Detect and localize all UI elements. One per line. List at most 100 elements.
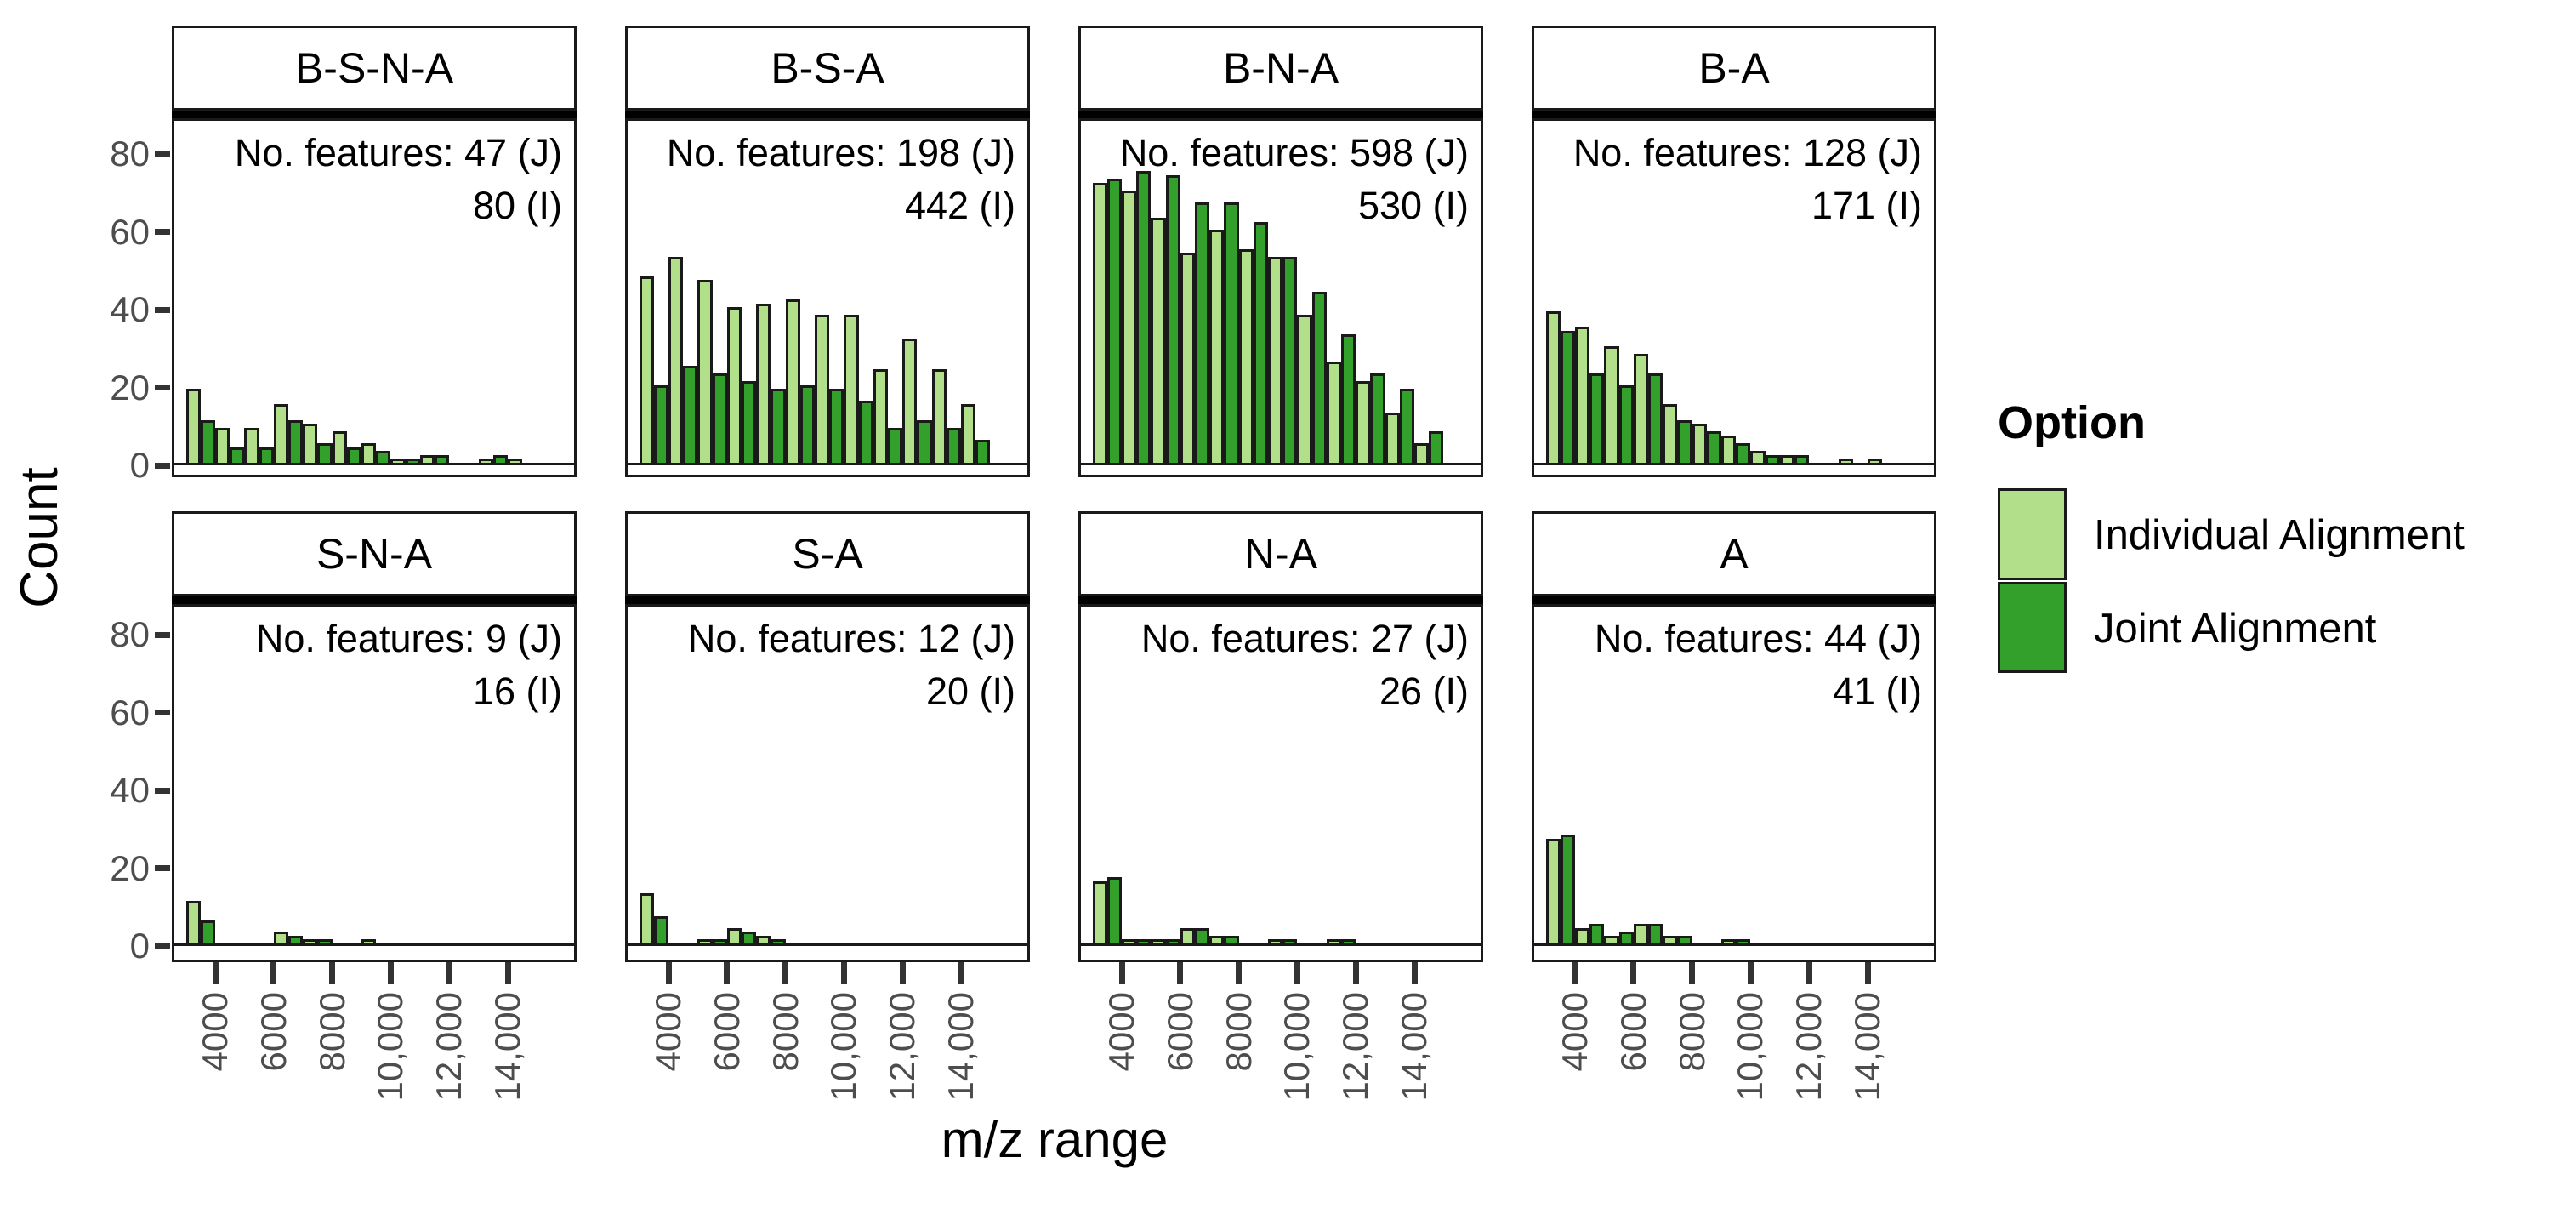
bar-joint <box>653 916 668 946</box>
y-tick-mark <box>155 865 170 872</box>
bar-individual <box>1633 924 1648 946</box>
bar-joint <box>1736 443 1751 465</box>
bar-joint <box>771 389 786 465</box>
bar-individual <box>1151 218 1166 465</box>
bar-individual <box>361 939 377 946</box>
bar-individual <box>1209 935 1225 946</box>
x-tick-mark <box>840 962 847 984</box>
y-tick-mark <box>155 943 170 949</box>
legend-label-joint-alignment: Joint Alignment <box>2094 606 2377 652</box>
bar-individual <box>639 892 654 946</box>
x-tick-mark <box>387 962 394 984</box>
x-tick-mark <box>1572 962 1578 984</box>
bar-joint <box>1618 385 1634 465</box>
x-tick-label: 8000 <box>1218 992 1259 1072</box>
bar-joint <box>317 939 333 946</box>
x-tick-mark <box>724 962 731 984</box>
bar-joint <box>1589 924 1605 946</box>
bar-joint <box>653 385 668 465</box>
facet-strip-underline <box>625 596 1030 604</box>
bar-individual <box>1545 838 1561 946</box>
bar-joint <box>799 385 815 465</box>
bar-joint <box>1341 939 1356 946</box>
facet-strip-B-S-A: B-S-A <box>625 26 1030 111</box>
bar-joint <box>1311 291 1327 465</box>
facet-strip-S-A: S-A <box>625 511 1030 596</box>
bar-individual <box>332 431 347 465</box>
x-tick-label: 12,000 <box>882 992 923 1102</box>
x-tick-label: 10,000 <box>823 992 864 1102</box>
bar-joint <box>1618 932 1634 946</box>
bar-individual <box>756 935 771 946</box>
facet-panel-B-N-A: No. features: 598 (J) 530 (I) <box>1078 118 1483 477</box>
y-tick-label: 80 <box>110 614 150 655</box>
y-tick-mark <box>155 462 170 469</box>
bar-individual <box>508 459 523 465</box>
y-tick-mark <box>155 151 170 157</box>
bar-joint <box>288 935 304 946</box>
bar-joint <box>1341 334 1356 465</box>
bar-joint <box>1282 939 1298 946</box>
x-axis-line <box>628 943 1027 946</box>
bar-individual <box>844 315 859 465</box>
x-tick-label: 14,000 <box>941 992 981 1102</box>
bar-individual <box>1414 443 1430 465</box>
bar-individual <box>1092 881 1107 946</box>
bar-individual <box>697 280 713 465</box>
facet-annotation-joint: No. features: 12 (J) <box>687 617 1015 660</box>
x-tick-label: 12,000 <box>1788 992 1829 1102</box>
bar-individual <box>1122 191 1137 465</box>
y-tick-label: 0 <box>129 926 150 966</box>
y-tick-mark <box>155 306 170 313</box>
bar-individual <box>756 303 771 465</box>
bar-joint <box>712 939 727 946</box>
bar-joint <box>1224 202 1239 465</box>
bar-joint <box>1794 454 1810 465</box>
bar-individual <box>1385 412 1400 465</box>
bar-joint <box>917 419 932 465</box>
bar-individual <box>1750 451 1766 465</box>
bar-joint <box>1648 373 1663 465</box>
x-tick-label: 6000 <box>1612 992 1653 1072</box>
x-tick-label: 4000 <box>195 992 235 1072</box>
bar-joint <box>1165 939 1180 946</box>
bar-joint <box>1165 174 1180 465</box>
bar-joint <box>1106 877 1122 946</box>
bar-joint <box>1677 419 1692 465</box>
x-tick-mark <box>1864 962 1871 984</box>
x-tick-mark <box>504 962 511 984</box>
x-axis-title: m/z range <box>941 1111 1169 1168</box>
bar-joint <box>230 447 245 465</box>
facet-annotation-individual: 20 (I) <box>925 670 1015 713</box>
x-tick-label: 14,000 <box>1394 992 1434 1102</box>
y-tick-mark <box>155 229 170 236</box>
bar-individual <box>1268 256 1283 465</box>
facet-panel-B-A: No. features: 128 (J) 171 (I) <box>1532 118 1936 477</box>
facet-annotation-individual: 16 (I) <box>472 670 562 713</box>
bar-joint <box>346 447 361 465</box>
facet-panel-A: No. features: 44 (J) 41 (I) <box>1532 604 1936 962</box>
bar-individual <box>1575 327 1590 465</box>
facet-annotation-individual: 171 (I) <box>1811 184 1922 227</box>
bar-individual <box>1633 354 1648 465</box>
bar-individual <box>303 939 318 946</box>
facet-strip-B-A: B-A <box>1532 26 1936 111</box>
facet-annotation-individual: 442 (I) <box>904 184 1015 227</box>
facet-annotation-joint: No. features: 598 (J) <box>1119 131 1469 174</box>
x-tick-mark <box>665 962 672 984</box>
bar-individual <box>1356 381 1371 465</box>
bar-joint <box>829 389 844 465</box>
facet-strip-underline <box>1532 111 1936 118</box>
bar-individual <box>185 389 201 465</box>
facet-strip-B-S-N-A: B-S-N-A <box>172 26 577 111</box>
bar-joint <box>376 451 391 465</box>
x-tick-mark <box>899 962 906 984</box>
bar-individual <box>639 276 654 465</box>
bar-individual <box>244 427 259 465</box>
y-axis-title: Count <box>10 467 69 608</box>
y-tick-mark <box>155 787 170 794</box>
facet-panel-S-N-A: No. features: 9 (J) 16 (I) <box>172 604 577 962</box>
facet-strip-S-N-A: S-N-A <box>172 511 577 596</box>
bar-joint <box>771 939 786 946</box>
bar-individual <box>1180 927 1195 946</box>
